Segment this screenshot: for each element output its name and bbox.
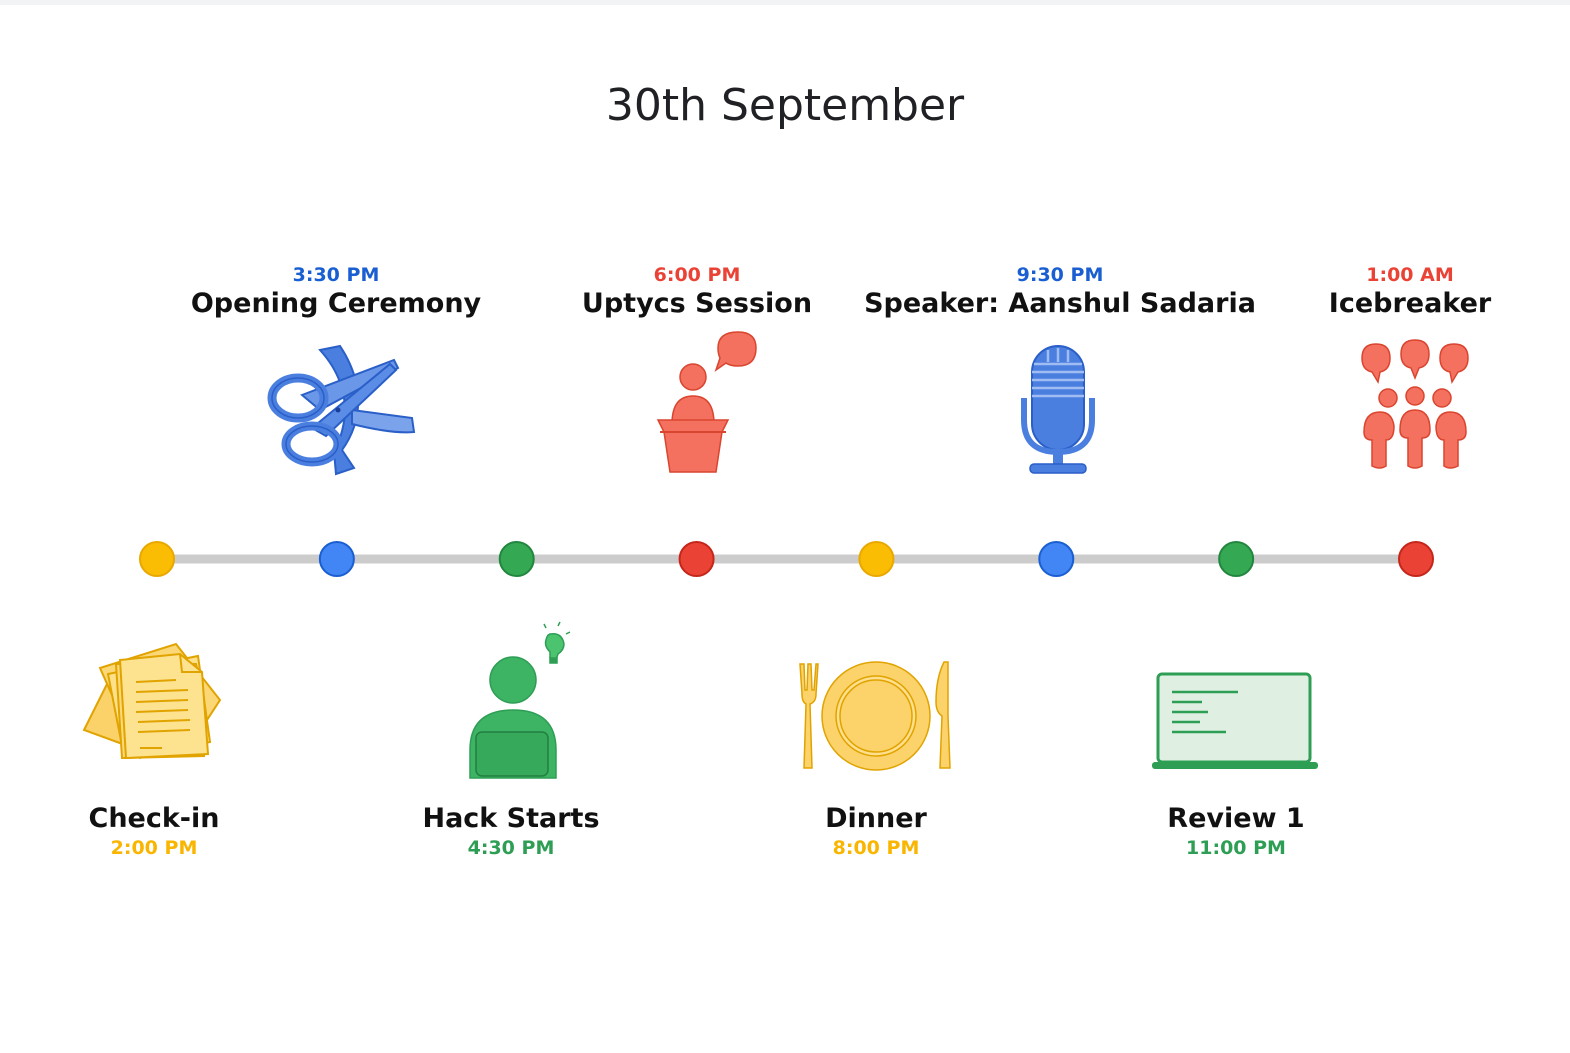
timeline-dot bbox=[139, 541, 175, 577]
plate-cutlery-icon bbox=[799, 661, 951, 771]
event-dinner: Dinner 8:00 PM bbox=[776, 803, 976, 861]
event-name: Uptycs Session bbox=[581, 288, 813, 319]
event-time: 4:30 PM bbox=[467, 837, 555, 859]
event-check-in: Check-in 2:00 PM bbox=[54, 803, 254, 861]
event-speaker: 9:30 PM Speaker: Aanshul Sadaria bbox=[860, 262, 1260, 320]
timeline-dot bbox=[498, 541, 535, 577]
event-time: 1:00 AM bbox=[1366, 264, 1454, 286]
event-time: 9:30 PM bbox=[1016, 264, 1104, 286]
group-chat-icon bbox=[1361, 339, 1469, 469]
timeline-dot bbox=[1038, 541, 1075, 577]
event-name: Icebreaker bbox=[1328, 288, 1492, 319]
event-name: Speaker: Aanshul Sadaria bbox=[864, 288, 1256, 319]
timeline-dot bbox=[678, 541, 715, 577]
event-hack-starts: Hack Starts 4:30 PM bbox=[411, 803, 611, 861]
laptop-code-icon bbox=[1152, 672, 1318, 769]
timeline-dot bbox=[858, 541, 895, 577]
event-name: Review 1 bbox=[1167, 803, 1305, 834]
documents-icon bbox=[82, 642, 222, 760]
event-time: 6:00 PM bbox=[653, 264, 741, 286]
event-time: 8:00 PM bbox=[832, 837, 920, 859]
event-name: Hack Starts bbox=[422, 803, 600, 834]
event-name: Check-in bbox=[88, 803, 220, 834]
event-name: Dinner bbox=[825, 803, 927, 834]
event-uptycs-session: 6:00 PM Uptycs Session bbox=[547, 262, 847, 320]
person-laptop-idea-icon bbox=[469, 621, 571, 779]
timeline-dot bbox=[318, 541, 355, 577]
scissors-ribbon-icon bbox=[267, 344, 416, 476]
timeline-dot bbox=[1398, 541, 1434, 577]
page-title: 30th September bbox=[605, 80, 965, 131]
event-time: 2:00 PM bbox=[110, 837, 198, 859]
event-name: Opening Ceremony bbox=[190, 288, 482, 319]
event-icebreaker: 1:00 AM Icebreaker bbox=[1310, 262, 1510, 320]
speaker-podium-icon bbox=[656, 331, 757, 473]
top-border bbox=[0, 0, 1570, 5]
event-review-1: Review 1 11:00 PM bbox=[1136, 803, 1336, 861]
microphone-icon bbox=[1021, 345, 1095, 474]
event-time: 11:00 PM bbox=[1186, 837, 1286, 859]
event-opening-ceremony: 3:30 PM Opening Ceremony bbox=[186, 262, 486, 320]
event-time: 3:30 PM bbox=[292, 264, 380, 286]
timeline-dot bbox=[1218, 541, 1255, 577]
